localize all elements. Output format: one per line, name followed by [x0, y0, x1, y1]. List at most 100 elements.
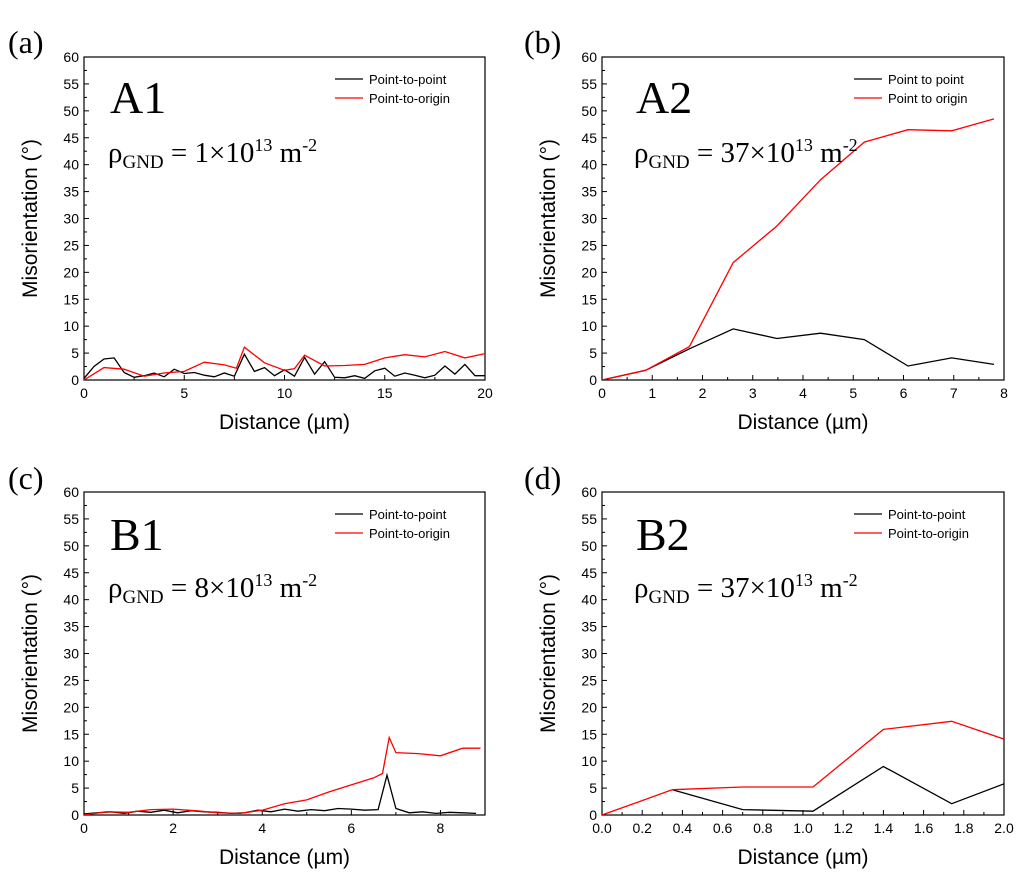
- legend-entry: Point-to-point: [369, 507, 447, 522]
- sample-label: B1: [110, 509, 164, 560]
- y-axis-title: Misorientation (°): [19, 139, 42, 298]
- density-symbol: ρ: [108, 572, 122, 604]
- legend: Point-to-point Point-to-origin: [335, 507, 450, 541]
- chart-panel-1: (a) 0 5 10 15 20 25 30 35 40 45 50 55 60 0 5 10 15 20 Dista…: [8, 24, 493, 434]
- y-tick-label: 60: [63, 484, 79, 500]
- x-tick-label: 15: [377, 385, 393, 401]
- y-tick-label: 5: [71, 780, 79, 796]
- legend-entry: Point-to-point: [888, 507, 966, 522]
- series-line-point-to-point: [672, 765, 1004, 812]
- y-tick-label: 35: [63, 184, 79, 200]
- legend-entry: Point-to-origin: [369, 91, 450, 106]
- x-tick-label: 1.2: [833, 820, 853, 836]
- density-annotation: ρGND = 8×1013 m-2: [108, 570, 317, 608]
- x-tick-label: 2: [169, 820, 177, 836]
- y-tick-label: 30: [581, 646, 597, 662]
- y-tick-label: 30: [63, 211, 79, 227]
- x-tick-label: 8: [437, 820, 445, 836]
- y-tick-label: 25: [581, 237, 597, 253]
- y-tick-label: 10: [63, 753, 79, 769]
- chart-panel-3: (c) 0 5 10 15 20 25 30 35 40 45 50 55 60 0 2 4 6 8 Distance…: [8, 460, 486, 869]
- density-subscript: GND: [648, 152, 689, 173]
- x-tick-label: 3: [749, 385, 757, 401]
- density-subscript: GND: [122, 152, 163, 173]
- density-unit-exponent: -2: [302, 570, 317, 590]
- x-tick-label: 0: [80, 820, 88, 836]
- y-tick-label: 5: [589, 345, 597, 361]
- sample-label: A2: [636, 72, 692, 123]
- y-axis-title: Misorientation (°): [537, 139, 560, 298]
- series-line-point-to-origin: [602, 720, 1004, 815]
- series-line-point-to-point: [84, 772, 477, 815]
- density-unit: m: [272, 137, 302, 169]
- x-tick-label: 10: [277, 385, 293, 401]
- y-tick-label: 15: [581, 291, 597, 307]
- y-tick-label: 10: [581, 753, 597, 769]
- y-tick-label: 20: [581, 699, 597, 715]
- y-tick-label: 40: [63, 592, 79, 608]
- y-tick-label: 0: [589, 807, 597, 823]
- y-tick-label: 55: [63, 76, 79, 92]
- density-exponent: 13: [254, 570, 272, 590]
- density-unit-exponent: -2: [302, 135, 317, 155]
- series-line-point-to-origin: [84, 735, 481, 815]
- y-tick-label: 40: [581, 157, 597, 173]
- panel-letter: (d): [524, 460, 561, 496]
- panel-letter: (b): [524, 24, 561, 60]
- density-symbol: ρ: [108, 137, 122, 169]
- series-line-point-to-origin: [84, 346, 485, 380]
- x-tick-label: 4: [799, 385, 807, 401]
- y-tick-label: 25: [581, 672, 597, 688]
- y-tick-label: 35: [63, 619, 79, 635]
- y-axis-title: Misorientation (°): [537, 574, 560, 733]
- legend: Point to point Point to origin: [854, 72, 968, 106]
- density-exponent: 13: [254, 135, 272, 155]
- y-tick-label: 45: [63, 130, 79, 146]
- y-tick-label: 0: [71, 807, 79, 823]
- density-unit: m: [813, 137, 843, 169]
- density-value: = 8×10: [164, 572, 255, 604]
- y-tick-label: 50: [581, 538, 597, 554]
- y-tick-label: 35: [581, 184, 597, 200]
- density-subscript: GND: [648, 587, 689, 608]
- density-value: = 37×10: [690, 137, 795, 169]
- panel-letter: (c): [8, 460, 44, 496]
- density-unit: m: [272, 572, 302, 604]
- density-symbol: ρ: [634, 137, 648, 169]
- y-tick-label: 30: [581, 211, 597, 227]
- legend-entry: Point-to-point: [369, 72, 447, 87]
- x-tick-label: 6: [900, 385, 908, 401]
- y-axis-title: Misorientation (°): [19, 574, 42, 733]
- density-unit-exponent: -2: [843, 135, 858, 155]
- y-tick-label: 5: [589, 780, 597, 796]
- series-line-point-to-point: [602, 328, 995, 380]
- y-tick-label: 60: [63, 49, 79, 65]
- y-tick-label: 35: [581, 619, 597, 635]
- y-tick-label: 45: [581, 130, 597, 146]
- y-tick-label: 0: [589, 372, 597, 388]
- x-tick-label: 8: [1000, 385, 1008, 401]
- y-tick-label: 45: [63, 565, 79, 581]
- x-tick-label: 7: [950, 385, 958, 401]
- y-tick-label: 20: [581, 264, 597, 280]
- y-tick-label: 20: [63, 699, 79, 715]
- density-annotation: ρGND = 1×1013 m-2: [108, 135, 317, 173]
- x-tick-label: 0.4: [673, 820, 693, 836]
- y-tick-label: 15: [63, 291, 79, 307]
- density-unit: m: [813, 572, 843, 604]
- y-tick-label: 10: [63, 318, 79, 334]
- y-tick-label: 50: [63, 103, 79, 119]
- x-tick-label: 0: [598, 385, 606, 401]
- density-annotation: ρGND = 37×1013 m-2: [634, 570, 858, 608]
- density-symbol: ρ: [634, 572, 648, 604]
- density-value: = 37×10: [690, 572, 795, 604]
- legend-entry: Point to origin: [888, 91, 968, 106]
- legend-entry: Point to point: [888, 72, 964, 87]
- legend-entry: Point-to-origin: [888, 526, 969, 541]
- y-tick-label: 55: [581, 76, 597, 92]
- y-tick-label: 0: [71, 372, 79, 388]
- y-tick-label: 55: [63, 511, 79, 527]
- x-tick-label: 1.0: [793, 820, 813, 836]
- x-tick-label: 0: [80, 385, 88, 401]
